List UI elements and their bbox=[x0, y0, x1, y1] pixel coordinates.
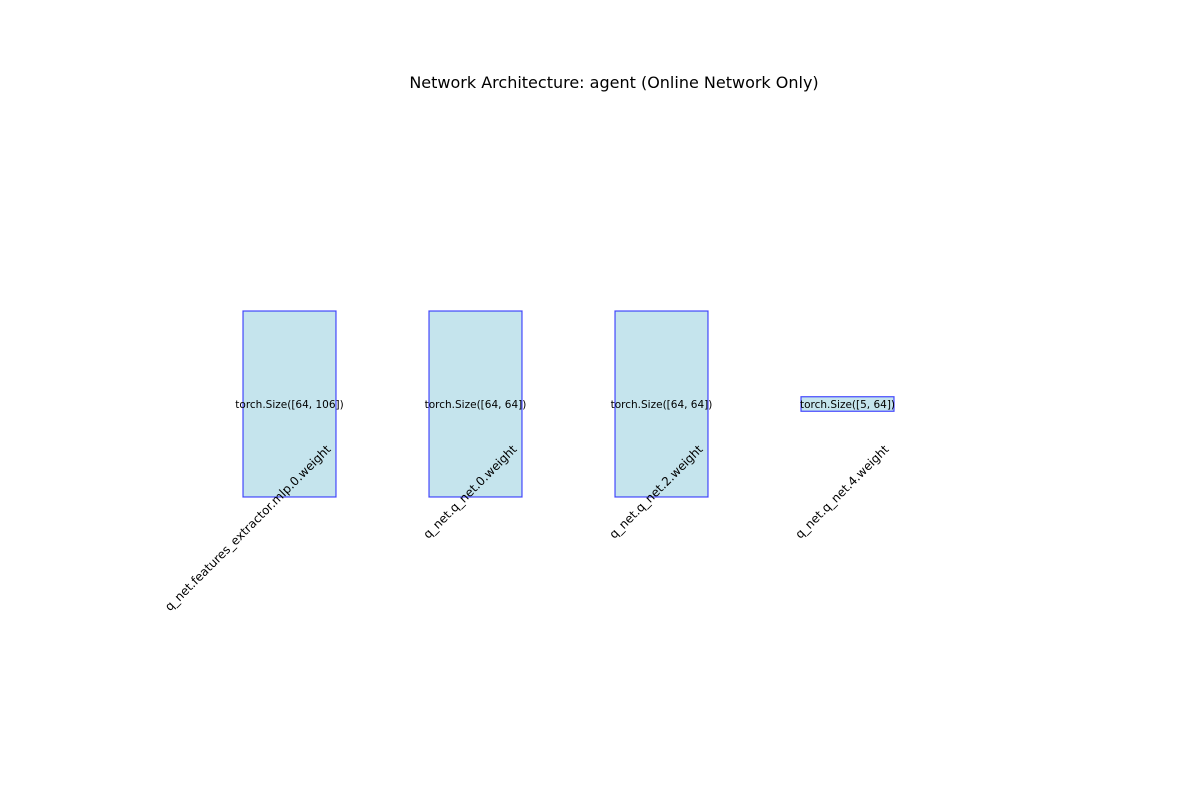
layers-group: torch.Size([64, 106])q_net.features_extr… bbox=[162, 310, 895, 614]
layer-shape-label: torch.Size([5, 64]) bbox=[800, 399, 895, 411]
layer-box bbox=[428, 310, 523, 498]
diagram-title: Network Architecture: agent (Online Netw… bbox=[409, 73, 818, 92]
layer-name-label: q_net.q_net.4.weight bbox=[793, 442, 892, 541]
layer-box bbox=[800, 396, 895, 412]
layer-shape-label: torch.Size([64, 64]) bbox=[611, 399, 713, 411]
layer-box bbox=[614, 310, 709, 498]
layer-box bbox=[242, 310, 337, 498]
layer-shape-label: torch.Size([64, 106]) bbox=[235, 399, 343, 411]
layer-shape-label: torch.Size([64, 64]) bbox=[425, 399, 527, 411]
